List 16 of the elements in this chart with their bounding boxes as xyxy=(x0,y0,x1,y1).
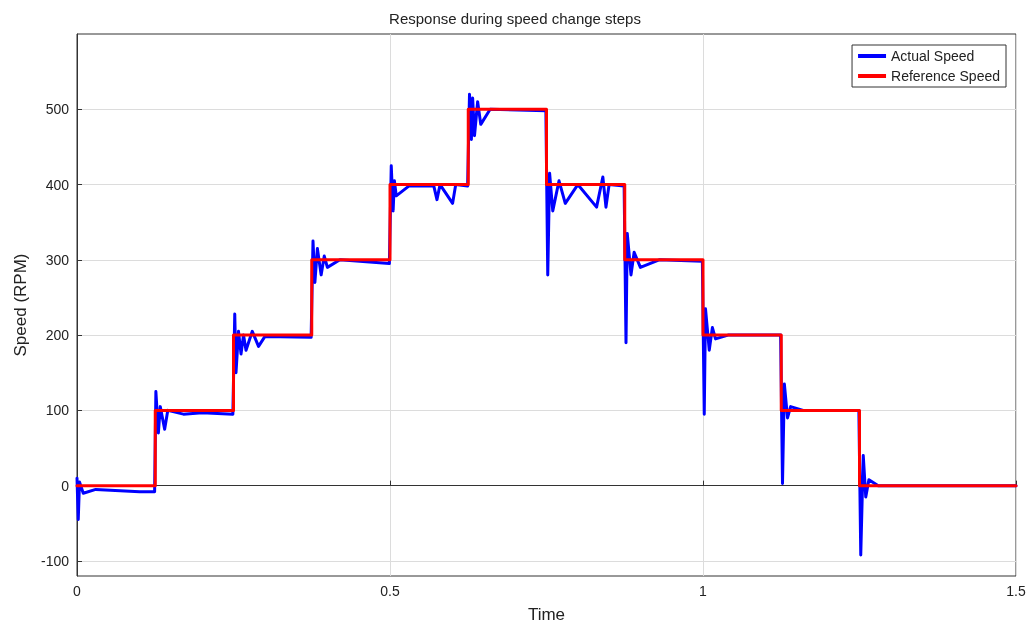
x-tick-label: 0.5 xyxy=(380,583,400,599)
y-tick-label: 300 xyxy=(45,251,70,268)
y-tick-label: 100 xyxy=(45,402,70,419)
y-axis-title: Speed (RPM) xyxy=(11,253,30,357)
y-tick-label: 200 xyxy=(45,327,70,344)
chart-title: Response during speed change steps xyxy=(389,10,641,27)
legend-label: Reference Speed xyxy=(891,68,1000,84)
y-tick-label: 500 xyxy=(45,101,70,118)
x-tick-label: 1.5 xyxy=(1006,583,1026,599)
x-tick-label: 1 xyxy=(699,583,708,599)
y-tick-label: 0 xyxy=(61,477,70,494)
x-tick-label: 0 xyxy=(73,583,82,599)
y-tick-label: -100 xyxy=(40,552,70,569)
legend-label: Actual Speed xyxy=(891,48,975,64)
x-axis-title: Time xyxy=(527,605,566,624)
y-tick-label: 400 xyxy=(45,176,70,193)
